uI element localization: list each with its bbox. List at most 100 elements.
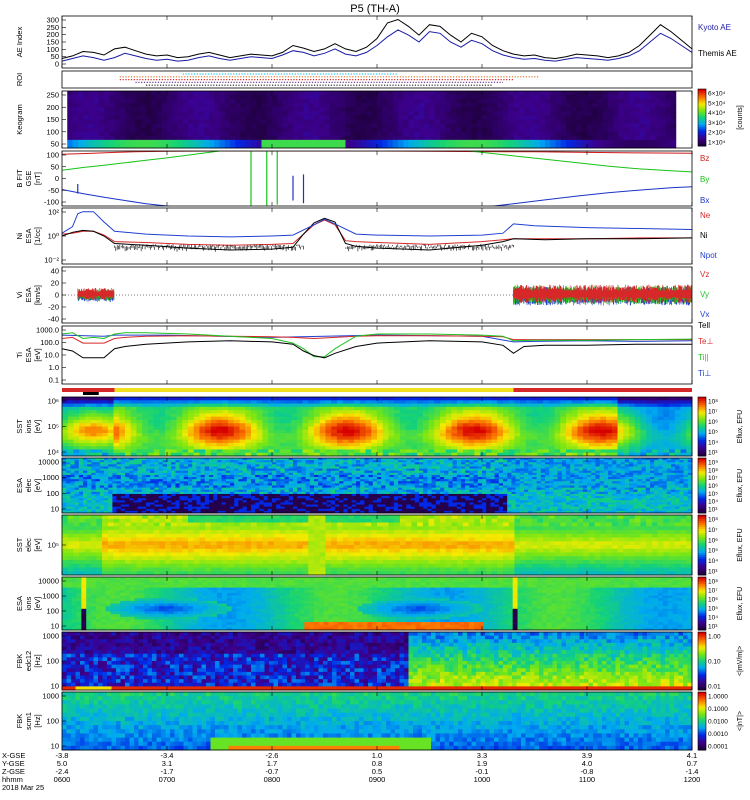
keogram-cell: [518, 95, 525, 100]
sst-ion-cell: [606, 397, 613, 401]
sst-ion-cell: [182, 423, 189, 427]
sst-ion-cell: [422, 449, 429, 454]
keogram-cell: [72, 91, 79, 96]
keogram-cell: [324, 119, 331, 124]
sst-ion-cell: [268, 449, 275, 454]
sst-ion-cell: [417, 406, 424, 411]
keogram-cell: [308, 127, 315, 133]
sst-ion-cell: [411, 429, 418, 434]
bfit-ylabel3: [nT]: [33, 172, 42, 185]
keogram-cell: [534, 139, 541, 145]
sst-ion-cell: [273, 439, 281, 444]
esa-elec-cell: [171, 477, 176, 480]
sst-ion-cell: [617, 416, 624, 421]
keogram-cell: [282, 111, 289, 116]
sst-ion-cell: [531, 452, 538, 457]
keogram-cell: [140, 135, 147, 141]
keogram-cell: [119, 123, 126, 129]
keogram-cell: [466, 143, 472, 149]
sst-ion-cell: [485, 449, 492, 454]
sst-ion-cell: [153, 400, 160, 404]
sst-ion-cell: [342, 410, 349, 414]
keogram-cell: [177, 143, 184, 149]
keogram-cell: [408, 131, 415, 137]
sst-ion-cell: [153, 433, 160, 437]
sst-ion-cell: [205, 416, 212, 421]
sst-ion-cell: [382, 419, 389, 424]
esa-elec-cell: [137, 496, 143, 499]
sst-ion-cell: [319, 426, 326, 431]
keogram-cell: [597, 91, 604, 96]
colorbar-cell: [698, 121, 706, 124]
sst-ion-cell: [382, 439, 389, 444]
esa-elec-cell: [120, 479, 126, 482]
keogram-cell: [655, 127, 661, 133]
sst-ion-cell: [434, 419, 441, 424]
sst-ion-cell: [359, 423, 366, 427]
esa-elec-cell: [125, 477, 130, 480]
esa-elec-cell: [116, 479, 122, 482]
keogram-cell: [676, 119, 682, 124]
sst-ion-cell: [588, 416, 596, 421]
keogram-cell: [539, 99, 546, 104]
sst-ion-cell: [485, 446, 492, 450]
keogram-cell: [618, 135, 625, 141]
keogram-cell: [424, 119, 430, 124]
sst-ion-cell: [663, 410, 670, 414]
sst-ion-cell: [245, 400, 252, 404]
keogram-cell: [366, 139, 373, 145]
sst-ion-cell: [331, 406, 338, 411]
sst-ion-cell: [663, 423, 670, 427]
esa-elec-cell: [133, 464, 138, 467]
keogram-cell: [497, 143, 504, 149]
sst-ion-cell: [606, 449, 613, 454]
sst-ion-cell: [102, 413, 109, 418]
keogram-cell: [350, 95, 357, 100]
sst-ion-cell: [256, 452, 263, 457]
keogram-cell: [492, 107, 499, 112]
keogram-cell: [88, 115, 94, 120]
sst-ion-cell: [262, 423, 269, 427]
sst-ion-cell: [273, 416, 281, 421]
esa-elec-cell: [91, 460, 96, 463]
sst-ion-cell: [233, 406, 240, 411]
keogram-cell: [245, 127, 252, 133]
esa-elec-cell: [99, 504, 105, 508]
keogram-cell: [419, 123, 425, 129]
esa-elec-cell: [183, 489, 189, 493]
sst-ion-cell: [210, 419, 218, 424]
esa-elec-cell: [95, 479, 101, 482]
esa-elec-cell: [213, 500, 218, 503]
keogram-cell: [261, 99, 268, 104]
esa-elec-cell: [133, 477, 138, 480]
keogram-cell: [361, 131, 367, 137]
sst-ion-cell: [588, 439, 596, 444]
keogram-cell: [655, 115, 661, 120]
sst-ion-cell: [525, 452, 533, 457]
sst-ion-cell: [245, 410, 252, 414]
sst-ion-cell: [525, 406, 533, 411]
sst-ion-cell: [428, 446, 435, 450]
keogram-cell: [608, 99, 614, 104]
sst-ion-cell: [377, 446, 384, 450]
sst-ion-cell: [543, 400, 550, 404]
keogram-cell: [298, 123, 304, 129]
sst-ion-cell: [302, 452, 309, 457]
keogram-cell: [203, 131, 210, 137]
vi-burst: [513, 284, 692, 304]
esa-elec-cell: [196, 483, 201, 486]
sst-ion-cell: [583, 406, 590, 411]
esa-elec-cell: [213, 460, 218, 463]
keogram-cell: [450, 115, 457, 120]
sst-ion-cell: [319, 423, 326, 427]
keogram-cell: [361, 119, 367, 124]
keogram-cell: [629, 127, 635, 133]
sst-ion-cell: [583, 423, 590, 427]
sst-ion-cell: [382, 446, 389, 450]
sst-ion-cell: [520, 413, 527, 418]
keogram-cell: [466, 103, 472, 108]
esa-elec-cell: [112, 510, 117, 514]
esa-elec-cell: [137, 470, 143, 474]
keogram-cell: [366, 95, 373, 100]
sst-ion-cell: [176, 410, 183, 414]
